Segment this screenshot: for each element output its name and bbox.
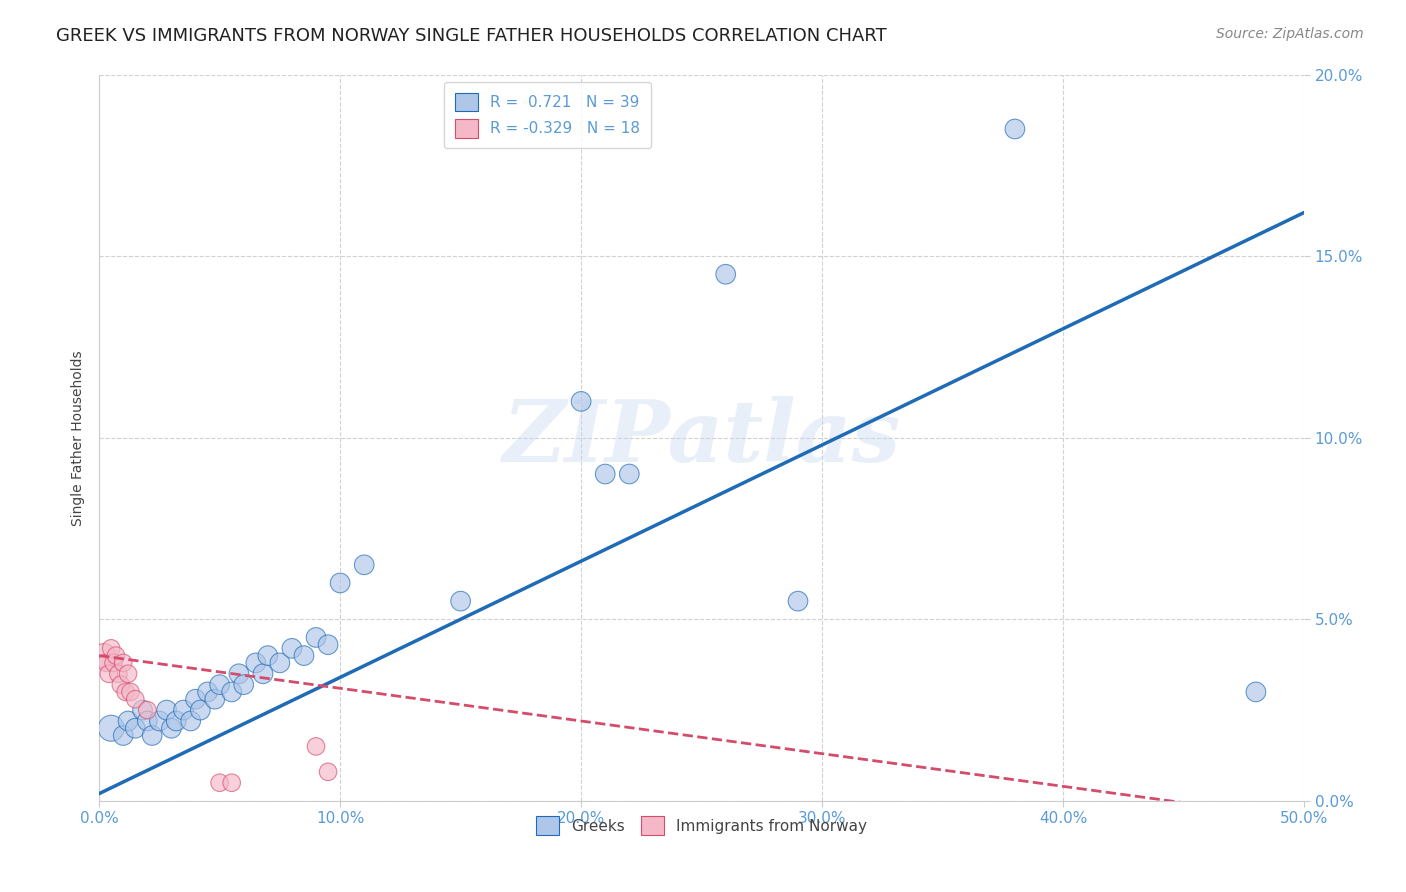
Point — [141, 729, 163, 743]
Point — [569, 394, 592, 409]
Point — [204, 692, 226, 706]
Point — [252, 666, 274, 681]
Point — [329, 576, 352, 591]
Point — [208, 775, 231, 789]
Text: Source: ZipAtlas.com: Source: ZipAtlas.com — [1216, 27, 1364, 41]
Point — [316, 764, 339, 779]
Point — [292, 648, 315, 663]
Point — [107, 666, 129, 681]
Point — [305, 739, 328, 754]
Point — [269, 656, 291, 670]
Y-axis label: Single Father Households: Single Father Households — [72, 350, 86, 525]
Point — [105, 648, 128, 663]
Point — [221, 685, 243, 699]
Point — [136, 703, 159, 717]
Point — [316, 638, 339, 652]
Point — [100, 721, 122, 735]
Point — [619, 467, 641, 481]
Legend: Greeks, Immigrants from Norway: Greeks, Immigrants from Norway — [527, 807, 876, 844]
Point — [112, 656, 135, 670]
Point — [593, 467, 616, 481]
Point — [197, 685, 219, 699]
Point — [131, 703, 153, 717]
Point — [97, 666, 120, 681]
Point — [114, 685, 136, 699]
Point — [117, 666, 139, 681]
Point — [160, 721, 183, 735]
Point — [180, 714, 202, 728]
Point — [120, 685, 142, 699]
Point — [353, 558, 375, 572]
Point — [305, 631, 328, 645]
Point — [1004, 122, 1026, 136]
Point — [714, 267, 737, 281]
Point — [155, 703, 177, 717]
Point — [256, 648, 278, 663]
Point — [165, 714, 187, 728]
Point — [188, 703, 211, 717]
Point — [450, 594, 472, 608]
Point — [136, 714, 159, 728]
Point — [172, 703, 194, 717]
Point — [112, 729, 135, 743]
Point — [232, 678, 254, 692]
Point — [281, 641, 304, 656]
Point — [228, 666, 250, 681]
Point — [245, 656, 267, 670]
Point — [117, 714, 139, 728]
Point — [1244, 685, 1267, 699]
Point — [208, 678, 231, 692]
Point — [124, 721, 146, 735]
Text: ZIPatlas: ZIPatlas — [502, 396, 901, 480]
Point — [787, 594, 810, 608]
Point — [124, 692, 146, 706]
Point — [93, 648, 115, 663]
Point — [100, 641, 122, 656]
Point — [148, 714, 170, 728]
Point — [103, 656, 125, 670]
Text: GREEK VS IMMIGRANTS FROM NORWAY SINGLE FATHER HOUSEHOLDS CORRELATION CHART: GREEK VS IMMIGRANTS FROM NORWAY SINGLE F… — [56, 27, 887, 45]
Point — [221, 775, 243, 789]
Point — [184, 692, 207, 706]
Point — [96, 656, 118, 670]
Point — [110, 678, 132, 692]
